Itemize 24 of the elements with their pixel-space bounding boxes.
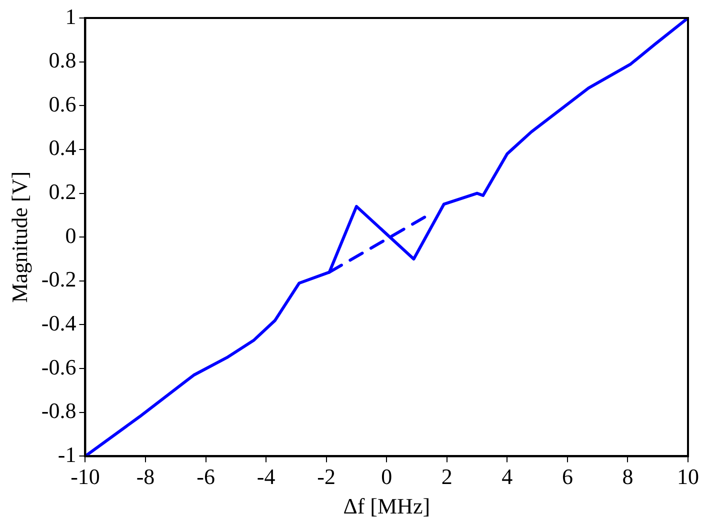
y-tick-label: 0.2 <box>48 179 76 204</box>
y-tick-label: 0.8 <box>48 48 76 73</box>
y-tick-label: -0.6 <box>41 354 76 380</box>
x-tick-label: 6 <box>562 464 573 490</box>
y-tick-label: -0.2 <box>41 266 76 292</box>
x-tick-label: 10 <box>677 464 699 490</box>
y-axis-title: Magnitude [V] <box>6 171 32 303</box>
y-tick-label: -0.4 <box>41 310 76 336</box>
x-tick-label: 0 <box>381 464 392 490</box>
y-tick-label: 0.4 <box>48 135 76 160</box>
x-tick-label: -6 <box>196 464 215 490</box>
x-tick-label: -2 <box>317 464 336 490</box>
x-tick-label: -8 <box>136 464 155 490</box>
x-tick-label: 4 <box>502 464 513 490</box>
x-tick-label: 2 <box>441 464 452 490</box>
y-tick-label: 1 <box>65 4 76 29</box>
y-tick-label: 0 <box>65 222 76 248</box>
y-tick-label: 0.6 <box>48 91 76 116</box>
y-tick-label: -1 <box>58 442 76 467</box>
x-tick-label: -10 <box>70 464 100 490</box>
y-tick-label: -0.8 <box>41 398 76 424</box>
x-tick-label: -4 <box>256 464 276 490</box>
x-tick-label: 8 <box>622 464 634 490</box>
x-axis-title: Δf [MHz] <box>343 494 430 519</box>
